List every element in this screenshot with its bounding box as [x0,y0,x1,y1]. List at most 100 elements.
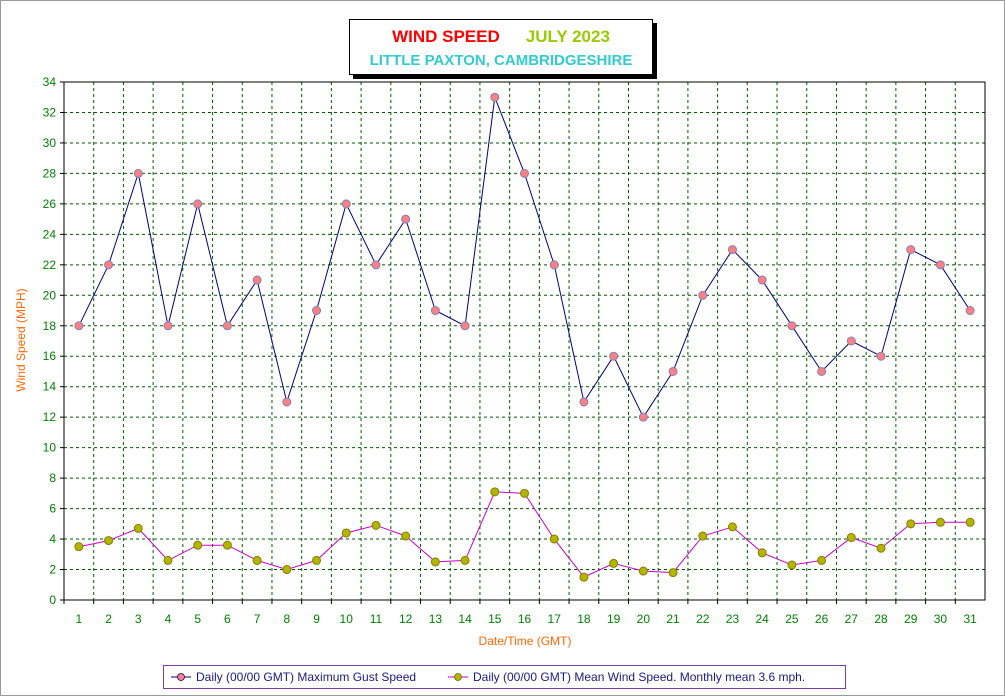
y-tick-label: 32 [43,105,57,119]
data-point-gust [935,260,945,270]
x-tick-label: 18 [577,612,591,626]
data-point-gust [579,397,589,407]
data-point-gust [74,321,84,331]
y-tick-label: 6 [49,502,56,516]
data-point-mean [787,560,797,570]
plot-border [63,81,986,601]
x-tick-label: 12 [399,612,413,626]
data-point-gust [965,306,975,316]
x-tick-label: 19 [607,612,621,626]
y-tick-label: 16 [43,349,57,363]
data-point-gust [341,199,351,209]
y-tick-label: 28 [43,166,57,180]
y-tick-label: 30 [43,136,57,150]
data-point-mean [579,572,589,582]
x-tick-label: 17 [548,612,562,626]
chart-subtitle: LITTLE PAXTON, CAMBRIDGESHIRE [369,52,633,69]
data-point-gust [133,168,143,178]
x-tick-label: 22 [696,612,710,626]
x-tick-label: 7 [254,612,261,626]
data-point-mean [133,523,143,533]
data-point-mean [846,533,856,543]
y-tick-label: 20 [43,288,57,302]
x-tick-label: 4 [165,612,172,626]
x-tick-label: 23 [726,612,740,626]
data-point-mean [371,520,381,530]
data-point-mean [401,531,411,541]
x-tick-label: 25 [785,612,799,626]
data-point-gust [787,321,797,331]
legend-mean-symbol [448,673,468,681]
data-point-gust [193,199,203,209]
chart-title: WIND SPEED [392,27,500,46]
x-tick-label: 28 [874,612,888,626]
data-point-mean [906,519,916,529]
data-point-mean [312,555,322,565]
chart-title-line: WIND SPEED JULY 2023 [350,27,652,47]
x-tick-label: 1 [76,612,83,626]
y-tick-label: 4 [49,532,56,546]
y-axis-label: Wind Speed (MPH) [14,288,28,392]
data-point-mean [609,558,619,568]
data-point-gust [698,290,708,300]
x-tick-label: 3 [135,612,142,626]
legend-gust-label: Daily (00/00 GMT) Maximum Gust Speed [196,670,417,684]
x-tick-label: 13 [429,612,443,626]
x-tick-label: 30 [934,612,948,626]
data-point-mean [460,555,470,565]
chart-title-box: WIND SPEED JULY 2023 LITTLE PAXTON, CAMBR… [349,19,653,75]
legend-item-gust: Daily (00/00 GMT) Maximum Gust Speed [170,670,416,684]
data-point-mean [74,542,84,552]
data-point-mean [727,522,737,532]
data-point-mean [817,555,827,565]
y-tick-label: 18 [43,319,57,333]
x-tick-label: 8 [283,612,290,626]
data-point-gust [222,321,232,331]
data-point-gust [163,321,173,331]
x-tick-label: 2 [105,612,112,626]
x-tick-label: 21 [666,612,680,626]
data-point-gust [460,321,470,331]
data-point-gust [520,168,529,178]
y-tick-label: 8 [49,471,56,485]
data-point-mean [757,548,767,558]
x-tick-label: 10 [340,612,354,626]
data-point-gust [490,92,500,102]
data-point-gust [846,336,856,346]
data-point-gust [876,351,886,361]
data-point-gust [104,260,114,270]
y-tick-label: 24 [43,227,57,241]
data-point-mean [222,540,232,550]
x-tick-label: 16 [518,612,532,626]
x-tick-label: 15 [488,612,502,626]
data-point-mean [668,568,678,578]
x-tick-label: 24 [755,612,769,626]
y-tick-label: 0 [49,593,56,607]
data-point-mean [935,517,945,527]
data-point-mean [282,565,292,575]
data-point-mean [193,540,203,550]
data-point-mean [490,487,500,497]
data-point-mean [698,531,708,541]
x-tick-label: 5 [194,612,201,626]
data-point-gust [549,260,559,270]
legend-gust-symbol [171,673,191,681]
x-tick-label: 11 [370,612,383,626]
y-tick-label: 22 [43,258,57,272]
data-point-gust [638,412,648,422]
x-tick-label: 20 [637,612,651,626]
data-point-gust [252,275,262,285]
y-tick-label: 12 [43,410,57,424]
data-point-gust [430,306,440,316]
x-axis-label: Date/Time (GMT) [478,634,572,648]
y-tick-label: 2 [49,563,56,577]
data-point-gust [371,260,381,270]
data-point-mean [520,488,529,498]
data-point-mean [104,536,114,546]
y-tick-label: 34 [43,75,57,89]
data-point-gust [727,245,737,255]
data-point-mean [163,555,173,565]
x-tick-label: 29 [904,612,918,626]
data-point-gust [817,366,827,376]
